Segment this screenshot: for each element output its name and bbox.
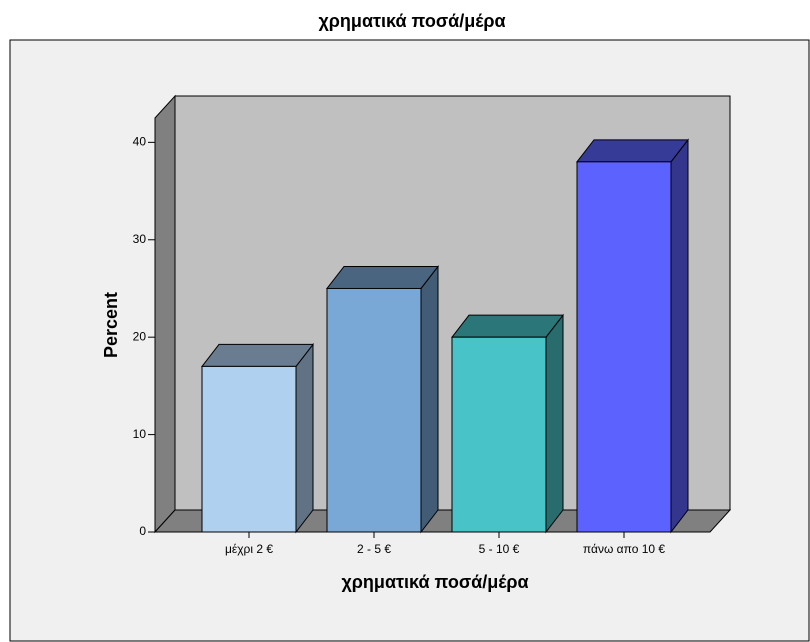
bar bbox=[451, 336, 547, 533]
y-tick-label: 40 bbox=[133, 135, 147, 149]
x-tick-label: 2 - 5 € bbox=[357, 542, 391, 556]
bar bbox=[576, 161, 672, 533]
x-axis-title: χρηματικά ποσά/μέρα bbox=[341, 572, 528, 592]
bar-side bbox=[670, 138, 689, 534]
x-tick-label: 5 - 10 € bbox=[479, 542, 520, 556]
bar-top bbox=[200, 343, 315, 367]
bar-side bbox=[420, 265, 439, 534]
bar-top bbox=[450, 314, 565, 338]
bar bbox=[326, 287, 422, 533]
side-wall bbox=[154, 94, 176, 534]
x-tick-label: πάνω απο 10 € bbox=[583, 542, 665, 556]
bar-top bbox=[575, 139, 690, 163]
y-tick-label: 20 bbox=[133, 329, 147, 343]
bar-top bbox=[325, 265, 440, 289]
y-axis-title: Percent bbox=[101, 292, 121, 358]
bar-side bbox=[545, 313, 564, 534]
bar-side bbox=[295, 342, 314, 534]
chart-title: χρηματικά ποσά/μέρα bbox=[318, 11, 505, 31]
bar bbox=[201, 365, 297, 533]
x-tick-label: μέχρι 2 € bbox=[225, 542, 273, 556]
y-tick-label: 0 bbox=[139, 524, 146, 538]
y-tick-label: 10 bbox=[133, 427, 147, 441]
y-tick-label: 30 bbox=[133, 232, 147, 246]
